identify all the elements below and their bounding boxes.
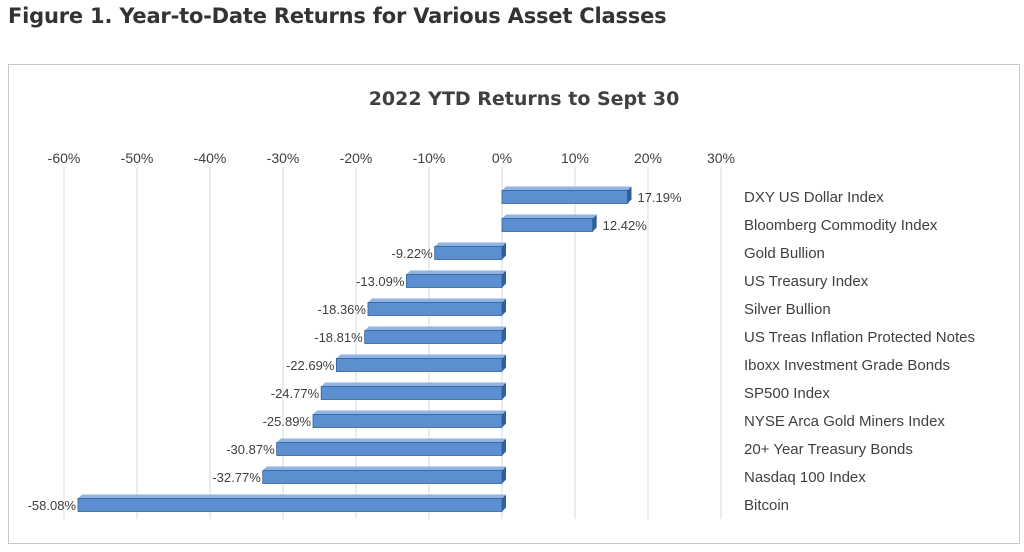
bar-top xyxy=(364,326,506,331)
bar-front xyxy=(262,470,503,484)
bar-top xyxy=(502,186,632,191)
bar-front xyxy=(320,386,503,400)
category-label: US Treas Inflation Protected Notes xyxy=(744,329,975,346)
bar xyxy=(367,298,506,316)
bar xyxy=(364,326,506,344)
bar-front xyxy=(364,330,503,344)
bar-top xyxy=(313,410,506,415)
bar-side xyxy=(627,186,632,204)
value-label: -18.36% xyxy=(318,302,367,317)
bar-side xyxy=(502,298,506,316)
bar-side xyxy=(502,382,506,400)
bar-top xyxy=(276,438,506,443)
value-label: -32.77% xyxy=(212,470,261,485)
bar-front xyxy=(501,190,628,204)
value-label: 17.19% xyxy=(637,190,682,205)
bar-side xyxy=(502,438,506,456)
category-label: US Treasury Index xyxy=(744,273,869,290)
bar xyxy=(434,242,506,260)
bar-front xyxy=(335,358,503,372)
category-label: Gold Bullion xyxy=(744,245,825,262)
bar-top xyxy=(406,270,506,275)
value-label: -22.69% xyxy=(286,358,335,373)
bar-top xyxy=(367,298,506,303)
bar-top xyxy=(434,242,506,247)
value-label: 12.42% xyxy=(603,218,648,233)
bar xyxy=(501,186,632,204)
bar xyxy=(406,270,506,288)
figure-heading: Figure 1. Year-to-Date Returns for Vario… xyxy=(8,4,667,28)
category-label: Bloomberg Commodity Index xyxy=(744,217,938,234)
bar xyxy=(320,382,506,400)
bar-side xyxy=(592,214,597,232)
category-label: 20+ Year Treasury Bonds xyxy=(744,441,913,458)
bar-side xyxy=(502,494,506,512)
category-label: NYSE Arca Gold Miners Index xyxy=(744,413,945,430)
x-tick-label: 30% xyxy=(707,150,735,166)
bar-side xyxy=(502,242,506,260)
bar-top xyxy=(262,466,506,471)
bar xyxy=(276,438,506,456)
value-label: -13.09% xyxy=(356,274,405,289)
bar-side xyxy=(502,466,506,484)
bar xyxy=(262,466,506,484)
category-label: Bitcoin xyxy=(744,497,789,514)
bar xyxy=(77,494,507,512)
bar xyxy=(501,214,597,232)
category-label: Nasdaq 100 Index xyxy=(744,469,866,486)
bar-front xyxy=(434,246,503,260)
value-label: -58.08% xyxy=(28,498,77,513)
bar-top xyxy=(321,382,506,387)
x-axis-ticks: -60% -50% -40% -30% -20% -10% 0% 10% 20% 30% xyxy=(48,150,735,166)
value-label: -9.22% xyxy=(391,246,433,261)
chart-frame: 2022 YTD Returns to Sept 30 -60% -50% -40%… xyxy=(8,64,1020,544)
category-label: Silver Bullion xyxy=(744,301,831,318)
x-tick-label: 20% xyxy=(634,150,662,166)
category-labels: DXY US Dollar Index Bloomberg Commodity I… xyxy=(744,189,975,514)
bar-side xyxy=(502,410,506,428)
value-labels: 17.19% 12.42% -9.22% -13.09% -18.36% -18.81% -… xyxy=(28,190,682,513)
x-tick-label: -40% xyxy=(194,150,227,166)
x-tick-label: -50% xyxy=(121,150,154,166)
x-tick-label: -60% xyxy=(48,150,81,166)
bar-front xyxy=(501,218,594,232)
bar-chart: 2022 YTD Returns to Sept 30 -60% -50% -40%… xyxy=(28,88,975,519)
bar-front xyxy=(276,442,503,456)
value-label: -25.89% xyxy=(263,414,312,429)
x-tick-label: 0% xyxy=(492,150,512,166)
category-label: Iboxx Investment Grade Bonds xyxy=(744,357,950,374)
bar-top xyxy=(78,494,507,499)
bar-side xyxy=(502,354,506,372)
value-label: -30.87% xyxy=(226,442,275,457)
bar-top xyxy=(502,214,597,219)
bar-front xyxy=(367,302,503,316)
bars xyxy=(77,186,632,512)
bar-front xyxy=(312,414,503,428)
value-label: -24.77% xyxy=(271,386,320,401)
chart-title: 2022 YTD Returns to Sept 30 xyxy=(369,88,680,110)
bar-side xyxy=(502,270,506,288)
x-tick-label: -10% xyxy=(413,150,446,166)
bar-side xyxy=(502,326,506,344)
bar-front xyxy=(77,498,503,512)
bar xyxy=(312,410,506,428)
x-tick-label: -30% xyxy=(267,150,300,166)
x-tick-label: 10% xyxy=(561,150,589,166)
category-label: DXY US Dollar Index xyxy=(744,189,884,206)
category-label: SP500 Index xyxy=(744,385,830,402)
value-label: -18.81% xyxy=(314,330,363,345)
bar xyxy=(335,354,506,372)
bar-top xyxy=(336,354,506,359)
bar-front xyxy=(406,274,503,288)
x-tick-label: -20% xyxy=(340,150,373,166)
